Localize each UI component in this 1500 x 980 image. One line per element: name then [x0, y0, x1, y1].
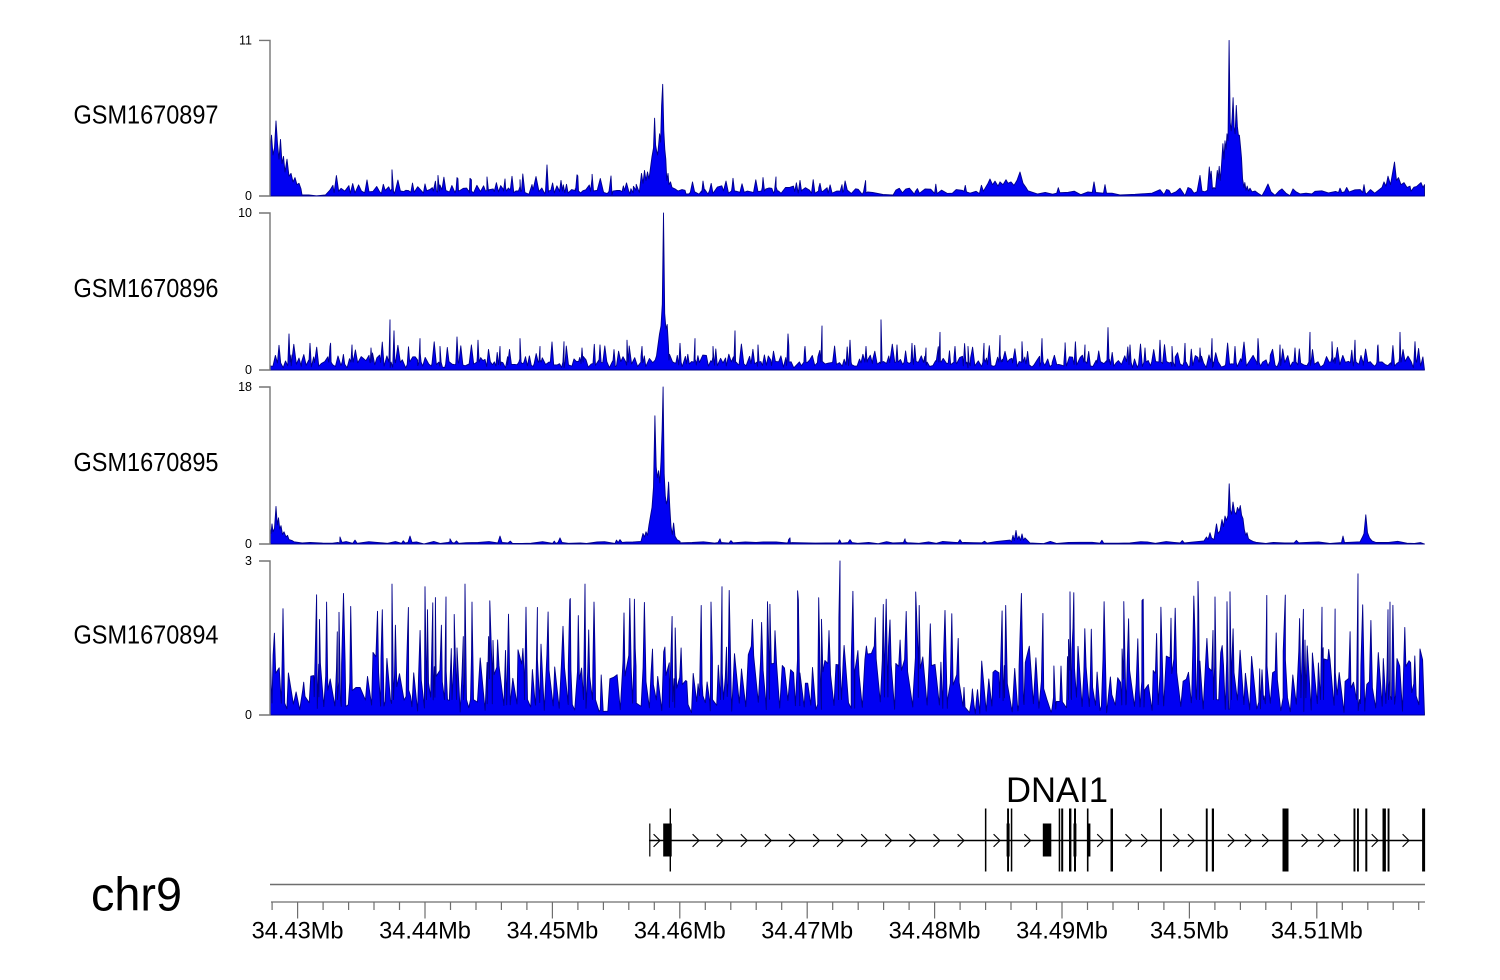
svg-text:GSM1670894: GSM1670894 [74, 621, 219, 649]
svg-text:34.44Mb: 34.44Mb [379, 919, 471, 945]
svg-text:34.5Mb: 34.5Mb [1150, 919, 1229, 945]
svg-text:0: 0 [245, 537, 252, 551]
svg-text:3: 3 [245, 554, 252, 568]
svg-text:34.46Mb: 34.46Mb [634, 919, 726, 945]
svg-text:GSM1670895: GSM1670895 [74, 449, 219, 477]
svg-text:11: 11 [239, 33, 252, 47]
svg-text:34.47Mb: 34.47Mb [761, 919, 853, 945]
svg-text:34.43Mb: 34.43Mb [252, 919, 344, 945]
svg-text:0: 0 [245, 363, 252, 377]
svg-text:GSM1670897: GSM1670897 [74, 102, 219, 130]
svg-text:34.48Mb: 34.48Mb [889, 919, 981, 945]
svg-text:34.51Mb: 34.51Mb [1271, 919, 1363, 945]
svg-text:34.45Mb: 34.45Mb [506, 919, 598, 945]
svg-text:chr9: chr9 [91, 868, 182, 921]
svg-text:DNAI1: DNAI1 [1006, 771, 1108, 810]
svg-text:0: 0 [245, 708, 252, 722]
svg-text:34.49Mb: 34.49Mb [1016, 919, 1108, 945]
svg-text:GSM1670896: GSM1670896 [74, 275, 219, 303]
svg-text:0: 0 [245, 189, 252, 203]
svg-text:10: 10 [238, 206, 252, 220]
svg-text:18: 18 [238, 380, 252, 394]
